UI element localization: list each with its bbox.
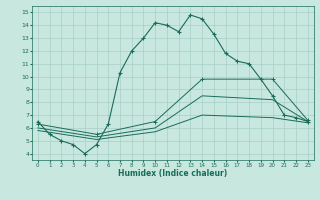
X-axis label: Humidex (Indice chaleur): Humidex (Indice chaleur) [118,169,228,178]
